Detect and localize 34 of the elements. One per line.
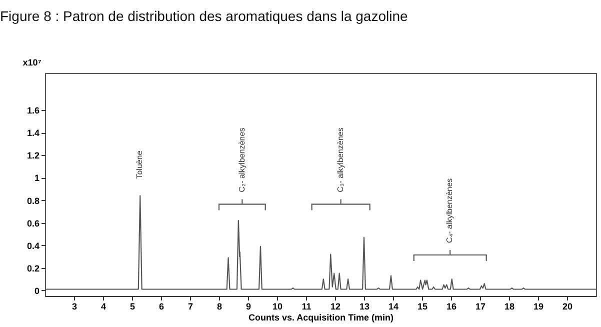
annotation: C₄- alkylbenzènes xyxy=(445,178,454,243)
y-tick-label: 1.4 xyxy=(26,128,40,138)
y-tick-label: 0.6 xyxy=(26,218,40,228)
x-tick-label: 15 xyxy=(417,302,428,312)
y-tick-label: 0.4 xyxy=(26,240,40,251)
y-tick-label: 0 xyxy=(34,286,40,296)
x-tick-label: 10 xyxy=(272,302,283,312)
x-tick-label: 6 xyxy=(158,302,164,312)
x-tick-label: 13 xyxy=(359,302,370,312)
x-tick-label: 4 xyxy=(100,302,106,312)
x-tick-label: 11 xyxy=(302,302,312,312)
x-tick-label: 12 xyxy=(330,302,341,312)
x-tick-label: 8 xyxy=(216,302,222,312)
x-tick-label: 16 xyxy=(446,302,457,312)
x-tick-label: 7 xyxy=(188,302,194,312)
x-tick-label: 9 xyxy=(246,302,252,312)
x-axis-title: Counts vs. Acquisition Time (min) xyxy=(248,312,394,322)
annotation: C₃- alkylbenzènes xyxy=(336,128,345,192)
x-tick-label: 14 xyxy=(388,302,399,312)
x-tick-label: 18 xyxy=(504,302,515,312)
y-tick-label: 1 xyxy=(34,173,40,184)
x-tick-label: 3 xyxy=(72,302,78,312)
chart-title: Figure 8 : Patron de distribution des aromatiques dans la gazoline xyxy=(0,8,408,24)
annotation: C₂- alkylbenzènes xyxy=(237,128,246,192)
x-tick-label: 19 xyxy=(533,302,544,312)
x-tick-label: 5 xyxy=(130,302,136,312)
x-tick-label: 20 xyxy=(562,302,573,312)
y-tick-label: 1.2 xyxy=(26,150,40,161)
annotation: Toluène xyxy=(135,150,144,179)
y-tick-label: 0.8 xyxy=(26,196,40,206)
y-tick-label: 0.2 xyxy=(26,263,40,274)
y-axis-title: x10⁷ xyxy=(22,58,42,68)
x-tick-label: 17 xyxy=(475,302,486,312)
y-tick-label: 1.6 xyxy=(26,106,40,116)
